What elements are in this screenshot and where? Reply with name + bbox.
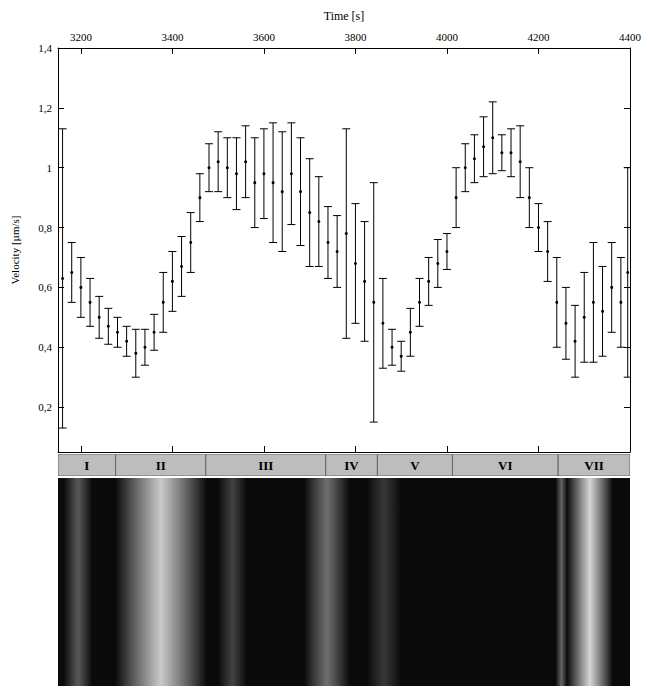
svg-text:1,2: 1,2 bbox=[38, 102, 52, 114]
svg-text:4000: 4000 bbox=[436, 31, 459, 43]
svg-text:1,4: 1,4 bbox=[38, 42, 52, 54]
svg-text:0,4: 0,4 bbox=[38, 341, 52, 353]
svg-text:VI: VI bbox=[498, 458, 512, 473]
svg-text:1: 1 bbox=[47, 162, 53, 174]
svg-text:3200: 3200 bbox=[70, 31, 93, 43]
svg-text:4200: 4200 bbox=[527, 31, 550, 43]
svg-text:3800: 3800 bbox=[344, 31, 367, 43]
svg-text:3600: 3600 bbox=[253, 31, 276, 43]
svg-text:VII: VII bbox=[584, 458, 604, 473]
svg-text:III: III bbox=[258, 458, 273, 473]
svg-text:Velocity [µm/s]: Velocity [µm/s] bbox=[9, 216, 21, 285]
svg-text:II: II bbox=[156, 458, 166, 473]
svg-text:0,8: 0,8 bbox=[38, 222, 52, 234]
svg-text:0,6: 0,6 bbox=[38, 281, 52, 293]
svg-text:3400: 3400 bbox=[161, 31, 184, 43]
svg-text:0,2: 0,2 bbox=[38, 401, 52, 413]
svg-text:4400: 4400 bbox=[619, 31, 642, 43]
svg-text:I: I bbox=[84, 458, 89, 473]
svg-text:Time [s]: Time [s] bbox=[324, 9, 365, 23]
svg-text:V: V bbox=[410, 458, 420, 473]
svg-text:IV: IV bbox=[344, 458, 359, 473]
